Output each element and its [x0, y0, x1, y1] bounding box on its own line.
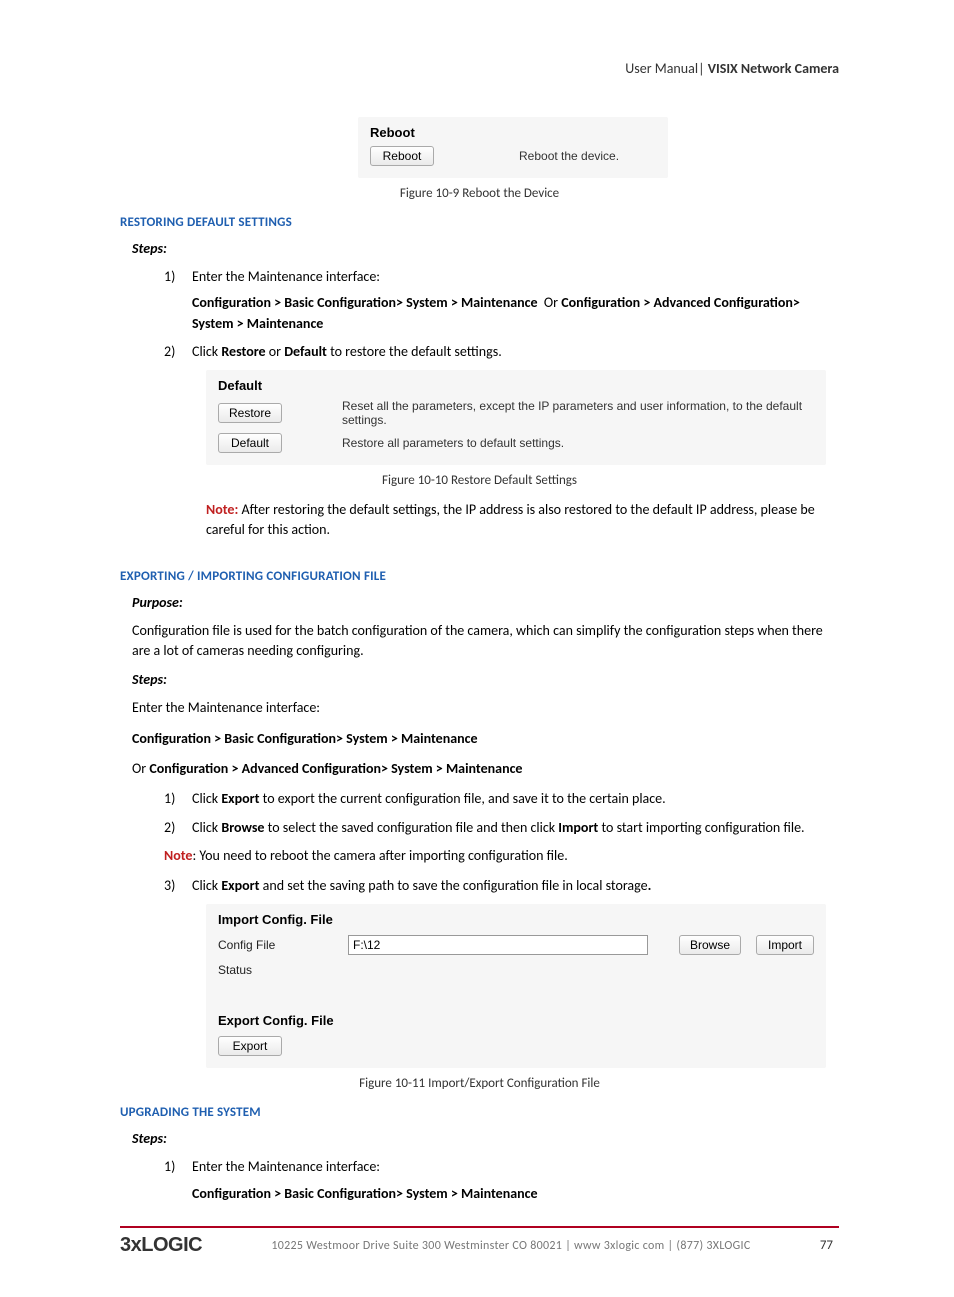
browse-button[interactable]: Browse [679, 935, 741, 955]
purpose-text: Configuration file is used for the batch… [132, 621, 839, 662]
export-step-2: Click Browse to select the saved configu… [164, 818, 839, 838]
footer-page-number: 77 [820, 1238, 839, 1253]
config-file-input[interactable] [348, 935, 648, 955]
export-step-1: Click Export to export the current confi… [164, 789, 839, 809]
upgrading-heading: UPGRADING THE SYSTEM [120, 1105, 839, 1120]
page-header: User Manual| VISIX Network Camera [120, 60, 839, 77]
page-footer: 3xLOGIC 10225 Westmoor Drive Suite 300 W… [120, 1234, 839, 1257]
steps-label-1: Steps: [132, 240, 839, 257]
header-left: User Manual [625, 60, 698, 77]
reboot-button[interactable]: Reboot [370, 146, 434, 166]
footer-address: 10225 Westmoor Drive Suite 300 Westminst… [202, 1239, 820, 1253]
restore-button[interactable]: Restore [218, 403, 282, 423]
reboot-description: Reboot the device. [519, 149, 619, 163]
header-title: VISIX Network Camera [708, 60, 839, 77]
default-panel: Default Restore Reset all the parameters… [206, 370, 826, 465]
purpose-label: Purpose: [132, 594, 839, 611]
reboot-panel-title: Reboot [370, 125, 656, 140]
restore-step-1: Enter the Maintenance interface: Configu… [164, 267, 839, 334]
reboot-panel: Reboot Reboot Reboot the device. [358, 117, 668, 178]
default-panel-title: Default [218, 378, 814, 393]
restore-step-2: Click Restore or Default to restore the … [164, 342, 839, 362]
default-button[interactable]: Default [218, 433, 282, 453]
restoring-heading: RESTORING DEFAULT SETTINGS [120, 215, 839, 230]
note-1: Note: After restoring the default settin… [206, 500, 839, 541]
figure-10-9-caption: Figure 10-9 Reboot the Device [120, 186, 839, 201]
restore-description: Reset all the parameters, except the IP … [342, 399, 814, 427]
export-config-title: Export Config. File [218, 1013, 814, 1028]
export-heading: EXPORTING / IMPORTING CONFIGURATION FILE [120, 569, 839, 584]
steps-label-2: Steps: [132, 671, 839, 688]
import-button[interactable]: Import [756, 935, 814, 955]
config-path-1: Configuration > Basic Configuration> Sys… [132, 729, 839, 749]
config-path-or: Or Configuration > Advanced Configuratio… [132, 759, 839, 779]
default-description: Restore all parameters to default settin… [342, 436, 564, 450]
upgrade-step-1: Enter the Maintenance interface: Configu… [164, 1157, 839, 1204]
figure-10-10-caption: Figure 10-10 Restore Default Settings [120, 473, 839, 488]
footer-rule [120, 1226, 839, 1228]
config-file-panel: Import Config. File Config File Browse I… [206, 904, 826, 1068]
steps-label-3: Steps: [132, 1130, 839, 1147]
status-label: Status [218, 963, 348, 977]
config-file-label: Config File [218, 938, 348, 952]
export-step-3: Click Export and set the saving path to … [164, 876, 839, 896]
figure-10-11-caption: Figure 10-11 Import/Export Configuration… [120, 1076, 839, 1091]
enter-maintenance: Enter the Maintenance interface: [132, 698, 839, 718]
note-2: Note: You need to reboot the camera afte… [164, 846, 839, 866]
import-config-title: Import Config. File [218, 912, 814, 927]
footer-logo: 3xLOGIC [120, 1234, 202, 1257]
export-button[interactable]: Export [218, 1036, 282, 1056]
